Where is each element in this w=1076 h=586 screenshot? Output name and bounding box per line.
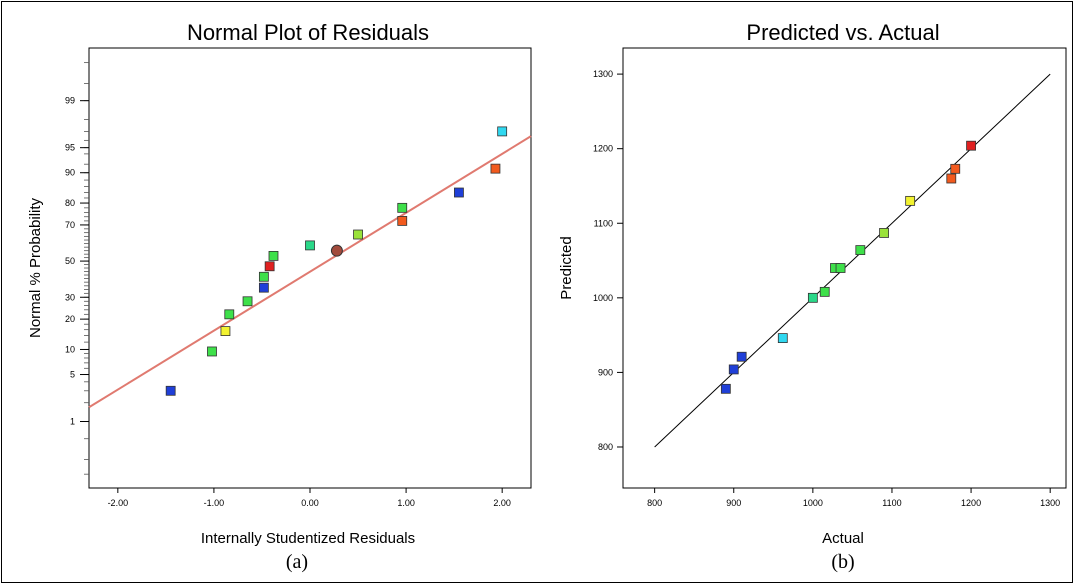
chart-b-point	[720, 383, 731, 394]
chart-b-xtick-label: 1300	[1040, 498, 1060, 508]
chart-b-point	[777, 333, 788, 344]
chart-b-point	[736, 351, 747, 362]
chart-a-fit-line	[88, 135, 532, 409]
chart-a-point	[397, 202, 408, 213]
chart-a-ytick-label: 50	[65, 256, 75, 266]
chart-b-fit-line	[654, 73, 1051, 448]
chart-a-ytick-label: 95	[65, 143, 75, 153]
chart-a-xlabel: Internally Studentized Residuals	[201, 530, 415, 547]
chart-b-xtick-label: 1100	[882, 498, 901, 508]
chart-b-plot-area	[622, 47, 1067, 489]
chart-b-point	[966, 140, 976, 151]
chart-a-point	[258, 271, 269, 282]
chart-b-point	[819, 286, 830, 297]
chart-b-title: Predicted vs. Actual	[746, 20, 939, 45]
chart-a-point	[397, 216, 408, 226]
normal-plot-panel: Normal Plot of Residuals -2.00 -1.00 0.00 1…	[27, 20, 532, 573]
chart-b-ytick-label: 1000	[593, 293, 613, 303]
chart-a-ytick-label: 70	[65, 220, 75, 230]
chart-a-plot-area	[88, 47, 532, 489]
chart-a-point	[353, 229, 363, 240]
chart-a-caption: (a)	[286, 551, 308, 573]
chart-a-ytick-label: 90	[65, 168, 75, 178]
chart-a-ytick-label: 30	[65, 292, 75, 302]
chart-b-point	[855, 245, 866, 256]
chart-a-ytick-label: 1	[70, 417, 75, 427]
chart-a-xtick-label: 0.00	[301, 498, 319, 508]
chart-a-ytick-label: 10	[65, 344, 75, 354]
chart-b-point	[946, 173, 957, 184]
chart-b-xtick-label: 1200	[961, 498, 981, 508]
chart-b-ytick-label: 1300	[593, 69, 613, 79]
chart-b-point	[905, 195, 916, 206]
chart-a-xtick-label: 1.00	[397, 498, 415, 508]
chart-b-xtick-label: 900	[726, 498, 741, 508]
chart-a-point	[242, 296, 253, 307]
chart-b-point	[807, 292, 818, 303]
chart-a-point	[207, 346, 217, 357]
chart-b-caption: (b)	[831, 551, 854, 573]
chart-b-point	[835, 263, 846, 273]
predicted-vs-actual-panel: Predicted vs. Actual 800 900 1000 1100 1200 1…	[558, 20, 1067, 573]
chart-b-xlabel: Actual	[822, 530, 864, 547]
chart-a-point	[330, 244, 343, 257]
chart-a-point	[497, 126, 508, 137]
chart-a-point	[305, 240, 315, 251]
chart-b-xtick-label: 1000	[803, 498, 823, 508]
chart-a-point	[264, 261, 275, 272]
chart-a-xtick-label: 2.00	[493, 498, 511, 508]
chart-b-point	[950, 163, 961, 174]
chart-a-point	[454, 187, 464, 198]
chart-a-point	[224, 309, 235, 320]
chart-a-ytick-label: 99	[65, 96, 75, 106]
chart-a-xtick-label: -1.00	[204, 498, 225, 508]
chart-a-ytick-label: 20	[65, 314, 75, 324]
chart-b-point	[728, 364, 739, 375]
chart-b-ylabel: Predicted	[558, 236, 575, 299]
chart-a-point	[165, 385, 176, 396]
chart-a-ytick-label: 80	[65, 198, 75, 208]
chart-b-ytick-label: 900	[598, 367, 613, 377]
chart-b-ytick-label: 1100	[594, 218, 613, 228]
chart-a-xtick-label: -2.00	[108, 498, 129, 508]
chart-b-ytick-label: 1200	[593, 144, 613, 154]
chart-a-ylabel: Normal % Probability	[27, 197, 44, 338]
chart-a-title: Normal Plot of Residuals	[187, 20, 429, 45]
chart-a-ytick-label: 5	[70, 370, 75, 380]
chart-b-ytick-label: 800	[598, 442, 613, 452]
chart-a-point	[258, 282, 269, 293]
chart-a-point	[268, 251, 279, 261]
chart-a-point	[220, 326, 231, 337]
chart-b-point	[879, 228, 889, 238]
chart-b-xtick-label: 800	[647, 498, 662, 508]
chart-a-point	[490, 163, 501, 174]
